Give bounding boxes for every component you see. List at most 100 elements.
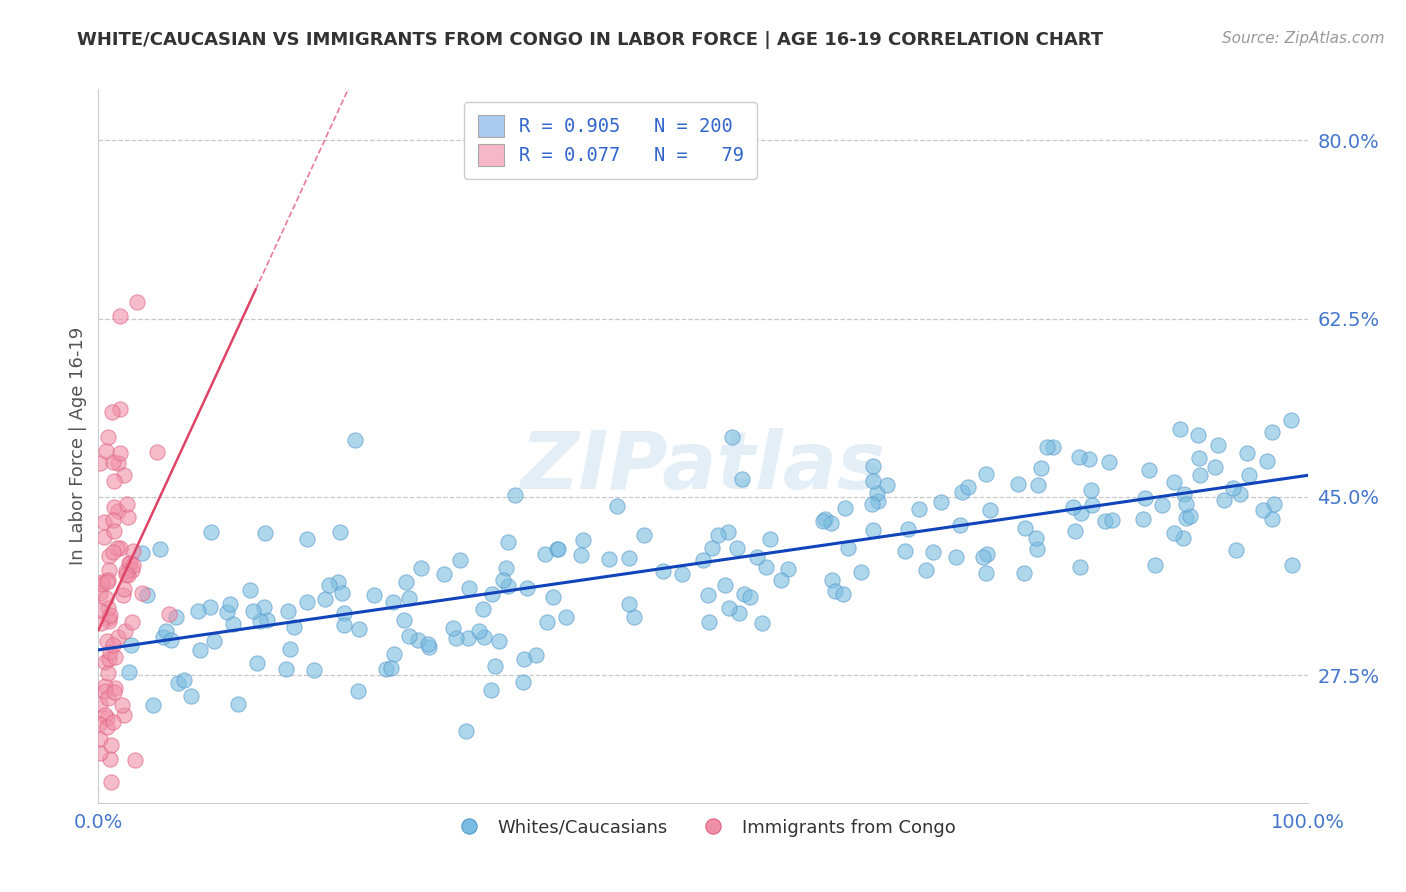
Point [862, 523, 884, 537]
Point [89, 746, 111, 760]
Point [256, 613, 278, 627]
Point [332, 617, 354, 632]
Point [922, 545, 945, 559]
Point [173, 673, 195, 688]
Point [1261, 512, 1284, 526]
Point [496, 579, 519, 593]
Point [363, 588, 385, 602]
Point [1208, 438, 1230, 452]
Point [107, 630, 129, 644]
Point [893, 543, 915, 558]
Point [166, 675, 188, 690]
Point [472, 602, 495, 616]
Point [897, 522, 920, 536]
Point [1042, 441, 1064, 455]
Point [418, 637, 440, 651]
Point [94, 591, 117, 605]
Point [1094, 514, 1116, 528]
Point [1171, 531, 1194, 545]
Point [100, 405, 122, 419]
Point [104, 650, 127, 665]
Point [145, 444, 167, 458]
Point [406, 633, 429, 648]
Point [813, 512, 835, 526]
Point [218, 598, 240, 612]
Point [472, 630, 495, 644]
Point [100, 739, 122, 753]
Point [104, 681, 127, 696]
Point [572, 533, 595, 547]
Point [652, 564, 675, 578]
Point [89, 697, 111, 711]
Point [392, 613, 415, 627]
Point [747, 549, 769, 564]
Point [945, 550, 967, 565]
Point [103, 524, 125, 539]
Point [93, 680, 115, 694]
Point [972, 550, 994, 565]
Point [97, 574, 120, 588]
Point [1137, 463, 1160, 477]
Point [380, 660, 402, 674]
Point [1077, 451, 1099, 466]
Point [1144, 558, 1167, 572]
Point [444, 631, 467, 645]
Text: WHITE/CAUCASIAN VS IMMIGRANTS FROM CONGO IN LABOR FORCE | AGE 16-19 CORRELATION : WHITE/CAUCASIAN VS IMMIGRANTS FROM CONGO… [77, 31, 1104, 49]
Point [1080, 483, 1102, 497]
Point [97, 690, 120, 705]
Point [97, 601, 120, 615]
Point [449, 553, 471, 567]
Point [103, 500, 125, 515]
Point [949, 517, 972, 532]
Point [108, 401, 131, 416]
Point [569, 548, 592, 562]
Point [598, 552, 620, 566]
Point [950, 484, 973, 499]
Point [547, 542, 569, 557]
Point [398, 629, 420, 643]
Point [136, 588, 159, 602]
Point [114, 624, 136, 638]
Point [721, 430, 744, 444]
Point [200, 600, 222, 615]
Point [228, 697, 250, 711]
Point [496, 535, 519, 549]
Point [347, 683, 370, 698]
Point [347, 622, 370, 636]
Point [441, 621, 464, 635]
Point [837, 541, 859, 555]
Point [623, 609, 645, 624]
Point [728, 606, 751, 620]
Point [395, 574, 418, 589]
Point [979, 503, 1001, 517]
Point [131, 586, 153, 600]
Point [534, 547, 557, 561]
Point [103, 455, 125, 469]
Point [103, 475, 125, 489]
Point [1168, 422, 1191, 436]
Point [821, 573, 844, 587]
Point [1007, 476, 1029, 491]
Point [1069, 560, 1091, 574]
Point [157, 607, 180, 621]
Point [1263, 497, 1285, 511]
Point [1204, 459, 1226, 474]
Point [91, 574, 114, 589]
Point [876, 478, 898, 492]
Point [297, 595, 319, 609]
Point [699, 615, 721, 629]
Point [101, 513, 124, 527]
Point [633, 528, 655, 542]
Point [97, 430, 120, 444]
Point [1222, 481, 1244, 495]
Y-axis label: In Labor Force | Age 16-19: In Labor Force | Age 16-19 [69, 326, 87, 566]
Point [120, 638, 142, 652]
Point [103, 545, 125, 559]
Point [908, 501, 931, 516]
Point [100, 775, 122, 789]
Point [97, 615, 120, 629]
Point [1025, 542, 1047, 557]
Point [1229, 486, 1251, 500]
Point [468, 624, 491, 638]
Point [457, 631, 479, 645]
